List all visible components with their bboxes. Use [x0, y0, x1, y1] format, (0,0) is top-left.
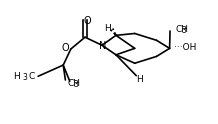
Text: 3: 3: [182, 26, 186, 35]
Text: 3: 3: [23, 73, 28, 82]
Text: ···OH: ···OH: [174, 43, 197, 52]
Text: O: O: [84, 16, 91, 26]
Text: H: H: [13, 72, 20, 81]
Text: N: N: [99, 41, 107, 51]
Text: CH: CH: [175, 25, 189, 34]
Text: H: H: [104, 24, 111, 33]
Text: H: H: [136, 76, 142, 84]
Text: CH: CH: [68, 79, 81, 88]
Text: C: C: [28, 72, 35, 81]
Text: 3: 3: [74, 80, 78, 89]
Text: O: O: [62, 43, 69, 53]
